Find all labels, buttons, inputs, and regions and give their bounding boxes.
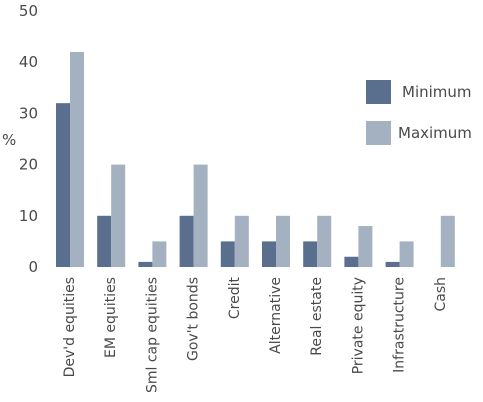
y-axis-ticks: 0 10 20 30 40 50 <box>19 2 38 276</box>
bars <box>56 51 455 268</box>
y-tick-label: 50 <box>19 2 38 20</box>
bar-maximum-gov-t-bonds <box>193 164 208 267</box>
bar-minimum-em-equities <box>97 215 112 267</box>
bar-maximum-credit <box>234 215 249 267</box>
y-tick-label: 0 <box>28 258 38 276</box>
bar-minimum-alternative <box>262 241 276 267</box>
bar-maximum-real-estate <box>317 215 332 267</box>
legend: Minimum Maximum <box>366 80 472 145</box>
bar-minimum-credit <box>220 241 235 267</box>
bar-maximum-infrastructure <box>399 241 414 267</box>
legend-swatch-maximum <box>366 121 391 145</box>
legend-label-minimum: Minimum <box>402 83 472 101</box>
bar-maximum-sml-cap-equities <box>152 241 167 267</box>
y-tick-label: 20 <box>19 156 38 174</box>
x-tick-label: Infrastructure <box>392 277 408 373</box>
bar-maximum-alternative <box>276 215 290 267</box>
bar-minimum-infrastructure <box>385 261 400 267</box>
bar-maximum-dev-d-equities <box>70 51 84 268</box>
x-tick-label: Alternative <box>268 277 284 354</box>
x-tick-label: Private equity <box>350 277 366 374</box>
legend-label-maximum: Maximum <box>398 124 472 142</box>
bar-minimum-real-estate <box>303 241 318 267</box>
bar-minimum-private-equity <box>344 256 359 267</box>
y-tick-label: 30 <box>19 104 38 122</box>
x-axis-labels: Dev'd equities EM equities Sml cap equitie… <box>62 276 449 393</box>
x-tick-label: Gov't bonds <box>186 277 202 361</box>
y-tick-label: 10 <box>19 207 38 225</box>
y-axis-label: % <box>2 131 16 149</box>
bar-minimum-dev-d-equities <box>56 103 70 267</box>
x-tick-label: Cash <box>433 277 449 312</box>
bar-minimum-sml-cap-equities <box>138 261 153 267</box>
x-tick-label: EM equities <box>103 277 119 358</box>
y-tick-label: 40 <box>19 53 38 71</box>
legend-swatch-minimum <box>366 80 391 104</box>
x-tick-label: Real estate <box>309 277 325 356</box>
bar-maximum-cash <box>440 215 455 267</box>
bar-maximum-em-equities <box>111 164 126 267</box>
x-tick-label: Sml cap equities <box>144 277 160 393</box>
x-tick-label: Credit <box>227 276 243 319</box>
bar-minimum-gov-t-bonds <box>179 215 194 267</box>
x-tick-label: Dev'd equities <box>62 277 78 377</box>
bar-maximum-private-equity <box>358 226 373 267</box>
